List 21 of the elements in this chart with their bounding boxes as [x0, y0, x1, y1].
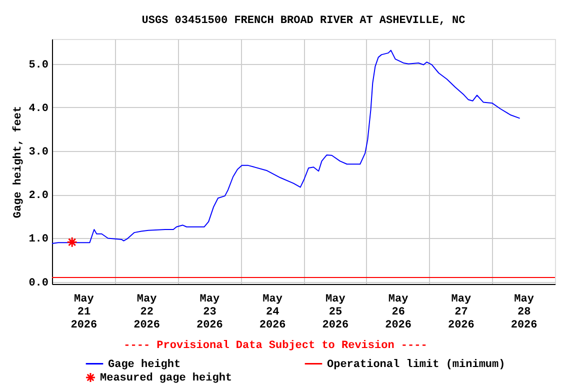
x-tick-label: May 24 2026	[259, 294, 286, 332]
x-tick-label: May 23 2026	[196, 294, 223, 332]
x-tick-label: May 28 2026	[510, 294, 538, 332]
y-tick-label: 1.0	[28, 234, 48, 246]
y-tick-label: 4.0	[28, 102, 48, 115]
y-axis-title: Gage height, feet	[12, 106, 25, 218]
y-tick-label: 2.0	[28, 190, 48, 202]
text: ---- Provisional Data Subject to Revision ----	[124, 340, 428, 352]
legend-label: Gage height	[108, 358, 181, 371]
x-tick-label: May 22 2026	[134, 294, 160, 332]
y-tick-label: 0.0	[28, 277, 48, 290]
x-tick-label: May 21 2026	[70, 294, 98, 332]
x-tick-label: May 25 2026	[322, 294, 349, 332]
chart-title: USGS 03451500 FRENCH BROAD RIVER AT ASHEVILLE, NC	[142, 15, 466, 27]
line-series	[52, 50, 520, 244]
x-tick-label: May 27 2026	[448, 294, 474, 332]
y-tick-label: 5.0	[28, 59, 48, 72]
x-tick-label: May 26 2026	[385, 294, 412, 332]
legend-label: Measured gage height	[100, 372, 232, 384]
legend-label: Operational limit (minimum)	[327, 358, 506, 371]
y-tick-label: 3.0	[28, 146, 48, 159]
